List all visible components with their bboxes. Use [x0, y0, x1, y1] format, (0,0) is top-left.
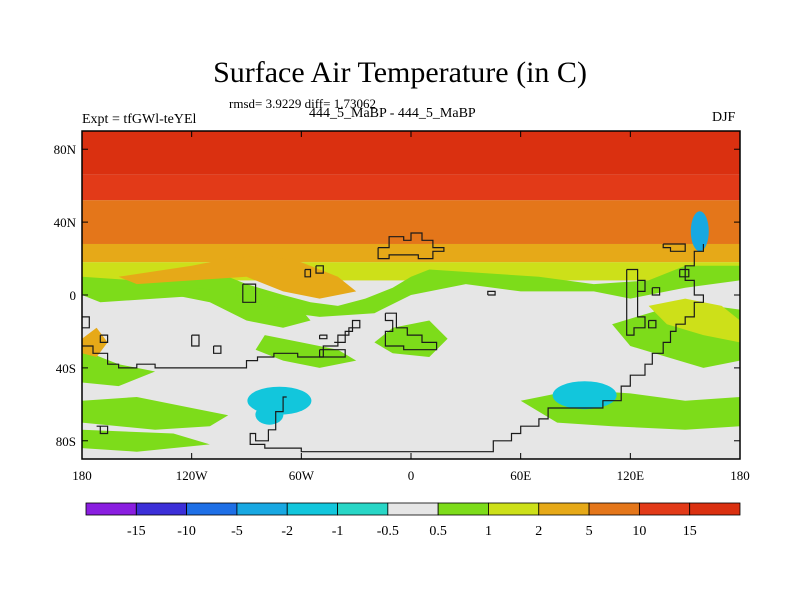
cold-anomaly — [552, 381, 617, 410]
colorbar-label: -1 — [332, 524, 344, 539]
y-tick-label: 40S — [56, 361, 76, 376]
colorbar-label: 2 — [535, 524, 542, 539]
colorbar-swatch — [337, 502, 389, 516]
shading-orange — [118, 254, 357, 299]
colorbar-swatch — [387, 502, 439, 516]
shading-green — [82, 397, 229, 430]
coastline — [626, 268, 646, 336]
coastline — [662, 243, 686, 252]
cold-anomaly — [255, 404, 284, 425]
shading-yellow — [648, 298, 740, 343]
coastline — [82, 316, 90, 329]
coastline — [249, 244, 704, 453]
experiment-label: Expt = tfGWl-teYEl — [82, 112, 197, 127]
season-label: DJF — [712, 110, 736, 125]
coastline — [487, 290, 496, 296]
coastline — [679, 268, 690, 278]
shading-green — [173, 287, 311, 328]
coastline — [637, 279, 646, 292]
coastline — [82, 319, 361, 369]
coastline — [319, 334, 328, 340]
coastline — [651, 287, 661, 296]
y-tick-label: 40N — [54, 215, 77, 230]
cold-anomaly-core — [695, 217, 706, 238]
x-tick-label: 60E — [510, 468, 531, 483]
colorbar-label: 1 — [485, 524, 492, 539]
colorbar-swatch — [588, 502, 640, 516]
coastline — [319, 349, 346, 358]
colorbar-swatch — [286, 502, 338, 516]
colorbar-swatch — [538, 502, 590, 516]
colorbar-label: -0.5 — [377, 524, 399, 539]
coastline — [99, 334, 109, 343]
colorbar-label: 15 — [683, 524, 697, 539]
x-tick-label: 180 — [730, 468, 750, 483]
colorbar-swatch — [437, 502, 489, 516]
lat-band — [82, 131, 740, 175]
x-tick-label: 120W — [176, 468, 209, 483]
stats-label: rmsd= 3.9229 diff= 1.73062 — [229, 96, 376, 111]
chart-title: Surface Air Temperature (in C) — [213, 56, 587, 89]
coastline — [648, 319, 657, 329]
colorbar-label: -15 — [127, 524, 146, 539]
colorbar-label: 5 — [586, 524, 593, 539]
colorbar-label: -5 — [231, 524, 243, 539]
colorbar-swatch — [638, 502, 691, 516]
coastline — [304, 268, 312, 278]
colorbar-label: -2 — [281, 524, 293, 539]
coastline — [96, 425, 109, 435]
coastline — [377, 232, 445, 260]
colorbar-swatch — [186, 502, 238, 516]
coastline — [191, 334, 200, 347]
x-tick-label: 180 — [72, 468, 92, 483]
shading-green — [82, 429, 210, 452]
y-tick-label: 80N — [54, 142, 77, 157]
y-tick-label: 80S — [56, 434, 76, 449]
colorbar-label: 0.5 — [429, 524, 447, 539]
lat-band — [82, 243, 740, 263]
colorbar-swatch — [135, 502, 188, 516]
colorbar-swatch — [85, 502, 137, 516]
x-tick-label: 60W — [289, 468, 315, 483]
colorbar-swatch — [236, 502, 288, 516]
runs-label: 444_5_MaBP - 444_5_MaBP — [309, 106, 476, 121]
y-tick-label: 0 — [70, 288, 77, 303]
x-tick-label: 120E — [617, 468, 645, 483]
coastline — [384, 312, 438, 351]
colorbar-swatch — [488, 502, 540, 516]
coastline — [242, 283, 257, 303]
coastline — [315, 265, 324, 274]
shading-green — [255, 335, 357, 368]
colorbar-swatch — [689, 502, 741, 516]
colorbar-label: -10 — [177, 524, 196, 539]
coastline — [213, 345, 222, 354]
lat-band — [82, 174, 740, 201]
colorbar-label: 10 — [632, 524, 646, 539]
x-tick-label: 0 — [408, 468, 415, 483]
